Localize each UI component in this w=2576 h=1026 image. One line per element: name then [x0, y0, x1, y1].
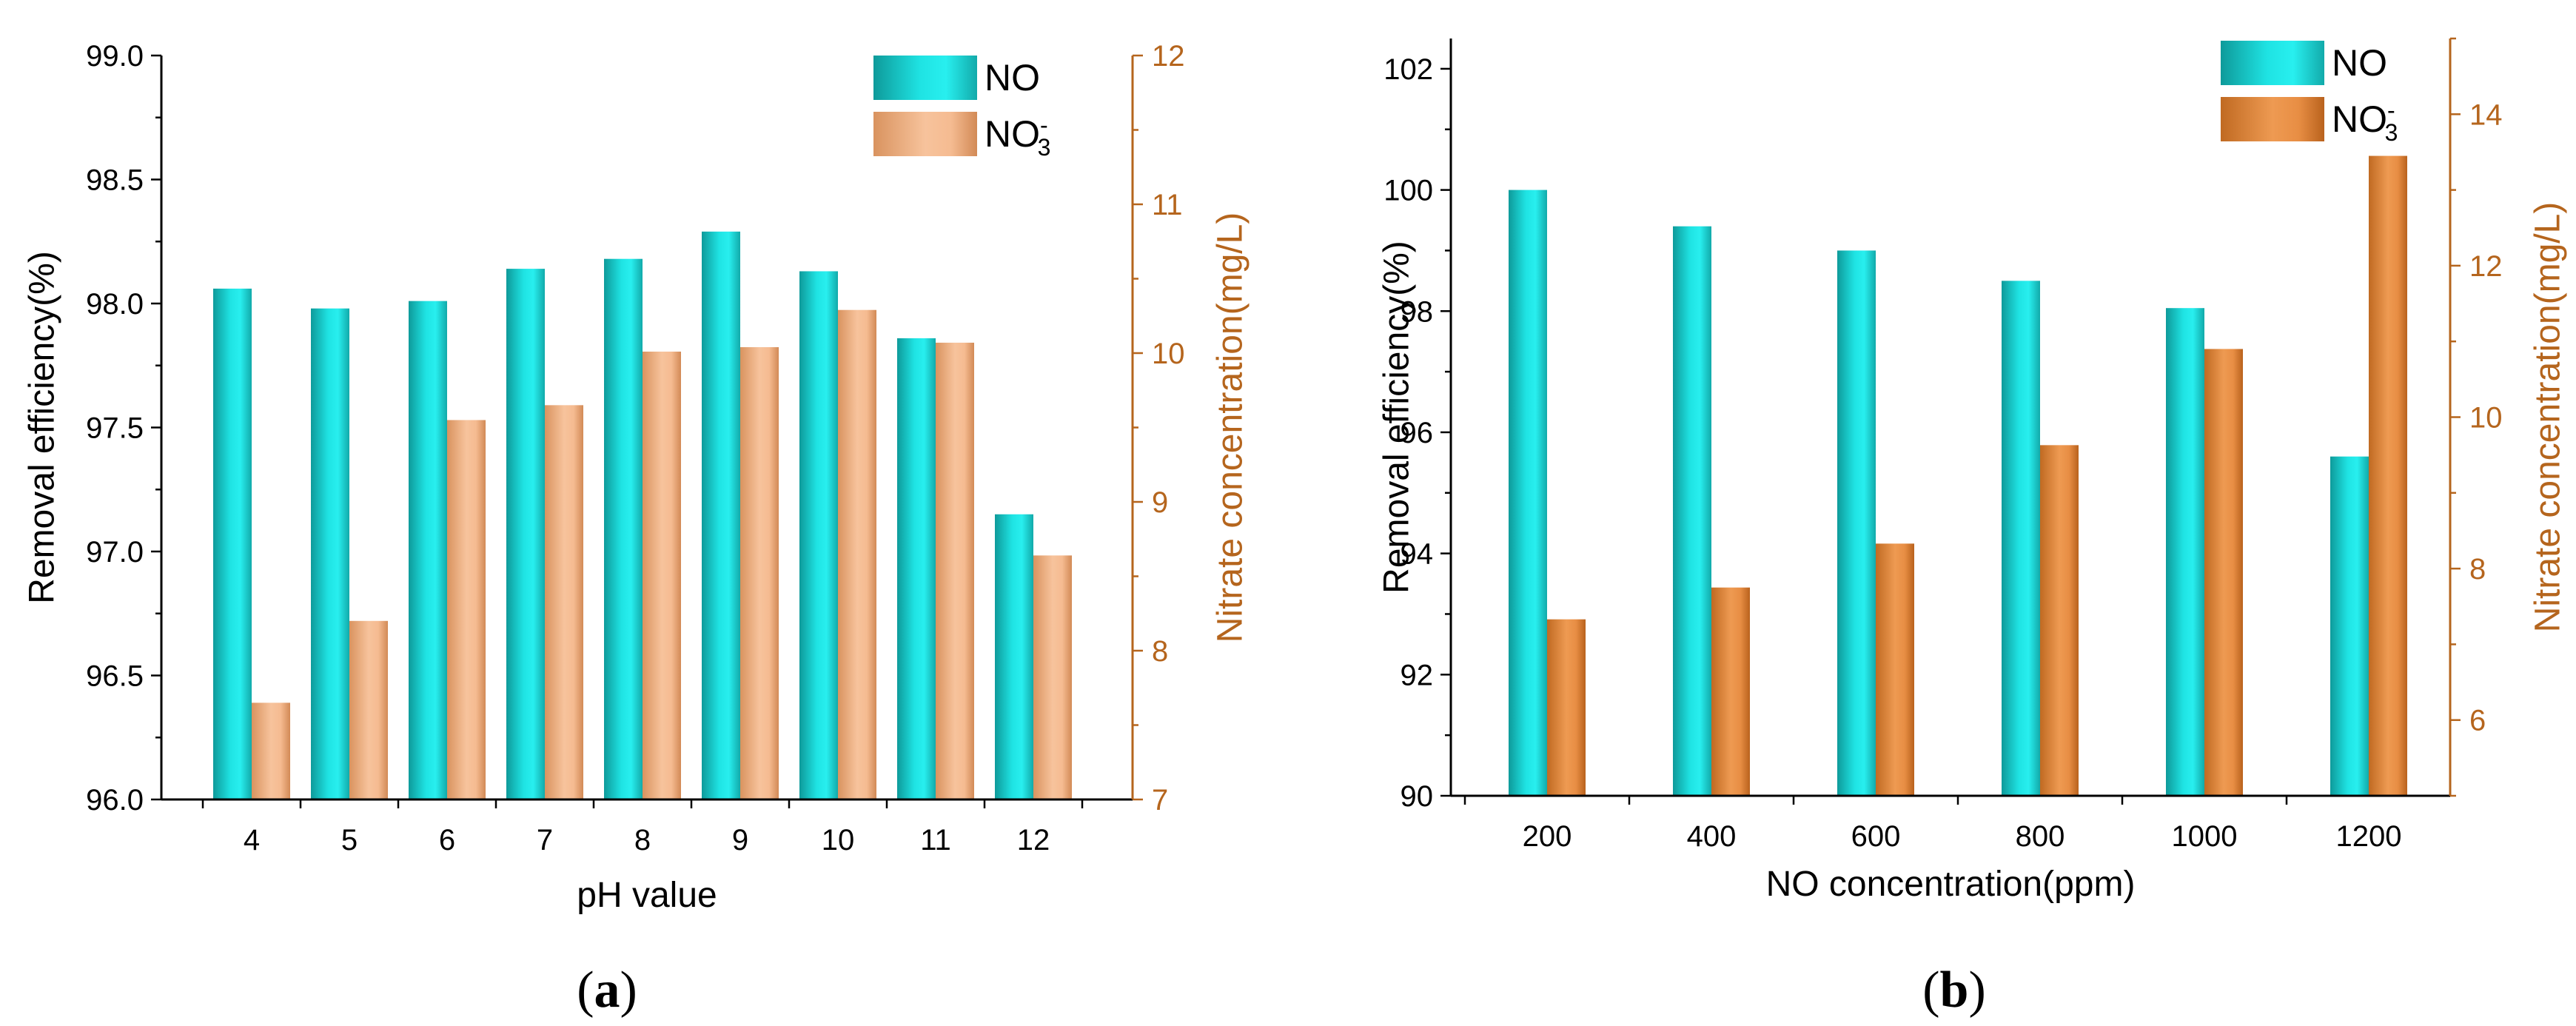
x-tick-label-b: 1000 — [2172, 820, 2238, 853]
x-tick-label-b: 200 — [1523, 820, 1572, 853]
bar-no3-a — [838, 309, 876, 800]
chart-panel-a: 96.0 96.5 97.0 97.5 98.0 98.5 99.0 7 8 9 10 11 12 4 5 6… — [23, 40, 1250, 1019]
bars-b — [1509, 155, 2407, 797]
bar-no-a — [702, 231, 740, 800]
y-axis-title-b: Removal efficiency(%) — [1378, 241, 1417, 594]
y2-tick-label-a: 8 — [1152, 635, 1168, 668]
bar-no-a — [897, 338, 936, 799]
y-tick-label-a: 98.5 — [86, 164, 144, 197]
x-tick-label-a: 11 — [920, 824, 951, 856]
bar-no-b — [2002, 281, 2040, 796]
bar-no-a — [506, 269, 545, 800]
legend-label-no-a: NO — [985, 57, 1040, 98]
x-tick-label-b: 400 — [1687, 820, 1737, 853]
bar-no-a — [213, 288, 252, 799]
x-tick-label-b: 600 — [1851, 820, 1901, 853]
x-tick-label-a: 8 — [634, 824, 651, 856]
y-tick-label-b: 102 — [1383, 53, 1433, 86]
bar-no3-a — [740, 346, 779, 800]
bar-no3-b — [1711, 587, 1750, 796]
bar-no-a — [604, 258, 643, 799]
bar-no3-a — [643, 351, 681, 799]
y2-tick-label-b: 12 — [2469, 250, 2503, 283]
y-tick-label-a: 96.5 — [86, 660, 144, 693]
y2-tick-label-a: 10 — [1152, 338, 1185, 370]
y2-tick-label-b: 14 — [2469, 98, 2503, 131]
bar-no3-b — [2204, 349, 2243, 796]
bar-no-a — [409, 301, 447, 799]
legend-a: NO NO-3 — [873, 56, 1050, 161]
x-axis-title-a: pH value — [577, 876, 717, 915]
bars-a — [213, 231, 1072, 800]
y-tick-label-a: 96.0 — [86, 784, 144, 817]
bar-no3-a — [252, 703, 290, 799]
x-tick-label-a: 9 — [732, 824, 748, 856]
bar-no3-b — [1876, 543, 1914, 796]
x-axis-title-b: NO concentration(ppm) — [1766, 865, 2136, 904]
x-tick-label-a: 5 — [341, 824, 358, 856]
y2-tick-label-b: 8 — [2469, 553, 2486, 586]
y-tick-label-a: 97.0 — [86, 536, 144, 569]
x-tick-label-a: 4 — [244, 824, 260, 856]
bar-no3-a — [545, 405, 583, 799]
y-tick-label-b: 100 — [1383, 175, 1433, 207]
y-tick-label-b: 94 — [1401, 538, 1434, 571]
x-tick-label-a: 10 — [822, 824, 855, 856]
x-tick-label-b: 1200 — [2336, 820, 2402, 853]
y2-tick-label-a: 11 — [1152, 189, 1183, 221]
x-tick-label-b: 800 — [2016, 820, 2065, 853]
legend-label-no3-a: NO-3 — [985, 112, 1050, 161]
caption-a: (a) — [577, 962, 637, 1019]
legend-swatch-no3-a — [873, 112, 977, 156]
legend-label-no-b: NO — [2332, 42, 2387, 84]
legend-swatch-no3-b — [2221, 97, 2324, 141]
bar-no3-a — [1033, 555, 1072, 799]
y-axis-title-a: Removal efficiency(%) — [23, 251, 62, 604]
legend-swatch-no-a — [873, 56, 977, 100]
bar-no-b — [1509, 190, 1547, 797]
x-tick-label-a: 7 — [537, 824, 553, 856]
y-tick-label-a: 98.0 — [86, 288, 144, 321]
bar-no3-a — [349, 620, 388, 799]
bar-no3-a — [447, 420, 486, 799]
y-tick-label-b: 90 — [1401, 780, 1434, 813]
axes-a: 96.0 96.5 97.0 97.5 98.0 98.5 99.0 7 8 9 10 11 12 4 5 6… — [86, 40, 1184, 856]
y2-tick-label-a: 7 — [1152, 784, 1168, 817]
y2-axis-title-b: Nitrate concentration(mg/L) — [2529, 202, 2568, 633]
bar-no-b — [2166, 308, 2204, 796]
y2-axis-title-a: Nitrate concentration(mg/L) — [1211, 212, 1250, 643]
x-tick-label-a: 6 — [439, 824, 455, 856]
y2-tick-label-b: 6 — [2469, 705, 2486, 737]
bar-no-a — [311, 308, 349, 799]
bar-no-a — [995, 514, 1033, 799]
bar-no3-b — [1547, 619, 1586, 796]
bar-no-a — [799, 271, 838, 799]
bar-no-b — [1837, 250, 1876, 796]
axes-b: 90 92 94 96 98 100 102 6 8 10 12 14 200 400 600 800 1000… — [1383, 37, 2503, 853]
chart-panel-b: 90 92 94 96 98 100 102 6 8 10 12 14 200 400 600 800 1000… — [1378, 37, 2568, 1019]
y2-tick-label-b: 10 — [2469, 402, 2503, 435]
y-tick-label-a: 97.5 — [86, 412, 144, 445]
legend-label-no3-b: NO-3 — [2332, 97, 2398, 146]
y-tick-label-b: 98 — [1401, 295, 1434, 328]
x-tick-label-a: 12 — [1017, 824, 1050, 856]
bar-no-b — [2330, 456, 2369, 796]
y-tick-label-b: 96 — [1401, 417, 1434, 449]
y2-tick-label-a: 12 — [1152, 40, 1185, 73]
bar-no3-b — [2369, 155, 2407, 796]
caption-b: (b) — [1922, 962, 1986, 1019]
bar-no3-a — [936, 342, 974, 799]
y-tick-label-b: 92 — [1401, 659, 1434, 691]
bar-no3-b — [2040, 445, 2079, 796]
bar-no-b — [1673, 226, 1711, 797]
y2-tick-label-a: 9 — [1152, 486, 1168, 519]
legend-b: NO NO-3 — [2221, 41, 2398, 146]
legend-swatch-no-b — [2221, 41, 2324, 85]
y-tick-label-a: 99.0 — [86, 40, 144, 73]
